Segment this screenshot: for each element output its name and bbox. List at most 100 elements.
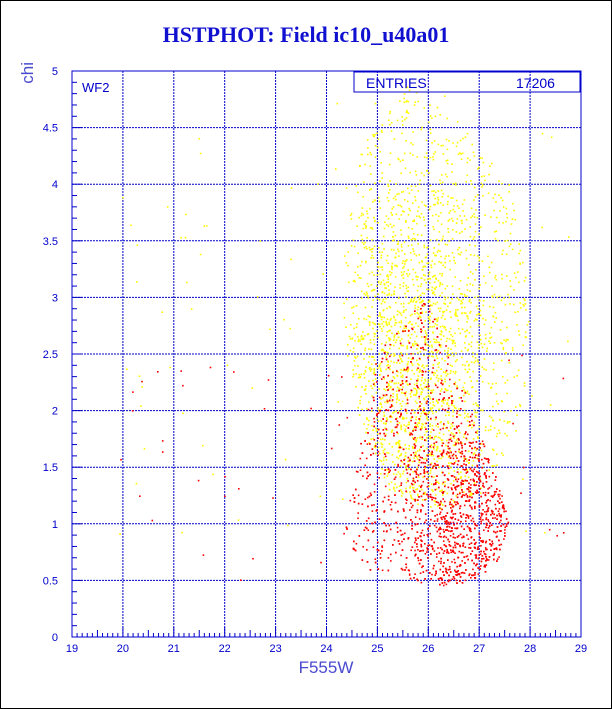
data-point [427, 482, 430, 484]
data-point [388, 524, 391, 527]
data-point [420, 509, 422, 511]
data-point [454, 546, 457, 549]
data-point [398, 355, 401, 357]
data-point [484, 319, 487, 321]
data-point [479, 518, 482, 520]
data-point [438, 231, 441, 233]
data-point [380, 162, 382, 164]
data-point [403, 211, 405, 213]
data-point [443, 350, 446, 352]
data-point [429, 532, 431, 535]
data-point [445, 389, 448, 392]
data-point [389, 319, 392, 321]
data-point [478, 287, 480, 290]
data-point [380, 266, 382, 269]
data-point [359, 402, 361, 405]
data-point [410, 189, 413, 191]
data-point [346, 298, 348, 301]
data-point [466, 132, 469, 135]
data-point [428, 411, 430, 413]
data-point [381, 443, 384, 446]
data-point [437, 279, 440, 282]
data-point [400, 271, 403, 274]
data-point [376, 297, 379, 300]
data-point [455, 199, 458, 202]
data-point [518, 330, 520, 332]
data-point [372, 530, 375, 532]
data-point [375, 510, 378, 512]
data-point [415, 476, 418, 478]
data-point [483, 358, 486, 360]
data-point [480, 449, 483, 452]
data-point [450, 503, 453, 506]
data-point [437, 455, 440, 457]
data-point [419, 405, 421, 407]
data-point [419, 401, 421, 403]
data-point [370, 494, 372, 496]
data-point [363, 353, 365, 355]
data-point [416, 384, 418, 387]
x-tick-label: 28 [524, 643, 536, 655]
data-point [373, 425, 375, 428]
data-point [396, 456, 398, 459]
x-tick-label: 27 [473, 643, 485, 655]
data-point [451, 561, 453, 563]
data-point [470, 506, 473, 509]
data-point [370, 368, 373, 370]
data-point [439, 428, 442, 431]
data-point [491, 383, 494, 385]
data-point [442, 335, 445, 337]
data-point [435, 349, 438, 351]
data-point [456, 426, 458, 429]
data-point [485, 523, 488, 525]
data-point [442, 465, 444, 467]
data-point [429, 156, 432, 159]
data-point [431, 142, 433, 144]
data-point [357, 502, 360, 505]
data-point [406, 290, 409, 292]
data-point [420, 277, 423, 279]
data-point [424, 543, 426, 545]
data-point [459, 491, 461, 494]
data-point [421, 438, 423, 440]
data-point [441, 238, 444, 240]
data-point [141, 380, 143, 383]
data-point [355, 470, 358, 473]
data-point [444, 302, 446, 305]
data-point [451, 238, 454, 240]
data-point [368, 401, 370, 403]
data-point [523, 385, 526, 387]
data-point [418, 298, 421, 301]
data-point [512, 422, 514, 425]
data-point [361, 207, 364, 209]
data-point [495, 400, 498, 403]
data-point [404, 394, 407, 397]
data-point [373, 417, 375, 420]
data-point [477, 458, 480, 460]
data-point [504, 432, 506, 435]
data-point [374, 333, 376, 335]
data-point [363, 373, 365, 375]
data-point [395, 443, 398, 445]
data-point [508, 184, 510, 186]
data-point [416, 312, 419, 314]
data-point [447, 195, 449, 198]
data-point [370, 438, 372, 441]
data-point [394, 195, 397, 198]
data-point [389, 110, 392, 113]
data-point [441, 471, 443, 474]
data-point [464, 443, 466, 445]
data-point [448, 566, 451, 568]
data-point [504, 532, 506, 534]
data-point [409, 171, 411, 174]
data-point [435, 526, 438, 529]
data-point [449, 260, 451, 262]
data-point [435, 464, 437, 466]
x-tick-label: 22 [219, 643, 231, 655]
data-point [483, 175, 486, 177]
data-point [353, 540, 355, 543]
data-point [416, 499, 418, 501]
data-point [394, 469, 397, 471]
data-point [455, 231, 458, 233]
data-point [432, 367, 434, 369]
